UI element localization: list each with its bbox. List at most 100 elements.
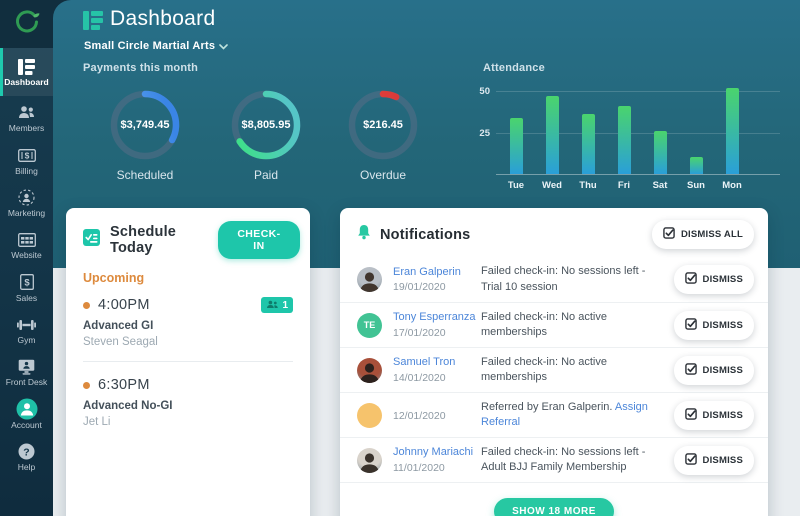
show-more-button[interactable]: SHOW 18 MORE <box>494 498 614 516</box>
sidebar-item-help[interactable]: ? Help <box>0 437 53 477</box>
assign-referral-link[interactable]: Assign Referral <box>481 400 648 428</box>
attendance-count-badge[interactable]: 1 <box>261 297 293 313</box>
upcoming-dot <box>83 381 90 389</box>
sidebar-item-label: Billing <box>15 165 38 176</box>
help-icon: ? <box>18 443 35 460</box>
members-icon <box>18 104 35 121</box>
dismiss-label: DISMISS <box>702 364 743 376</box>
class-instructor: Steven Seagal <box>83 336 158 348</box>
website-icon <box>17 231 36 248</box>
notification-message: Failed check-in: No active memberships <box>481 310 607 338</box>
avatar <box>357 267 382 292</box>
notification-message: Failed check-in: No sessions left - Tria… <box>481 265 646 293</box>
checkbox-check-icon <box>684 407 697 423</box>
member-name-link[interactable]: Eran Galperin <box>393 265 461 278</box>
member-name-link[interactable]: Samuel Tron <box>393 356 456 369</box>
x-tick-label: Mon <box>722 180 742 191</box>
x-tick-label: Wed <box>542 180 562 191</box>
bar-thu[interactable] <box>581 114 595 174</box>
notification-date: 17/01/2020 <box>393 326 446 339</box>
svg-text:$: $ <box>24 278 30 289</box>
schedule-entry: 6:30PM Advanced No-GI Jet Li <box>66 375 310 428</box>
main-content: Dashboard Small Circle Martial Arts Paym… <box>53 0 800 516</box>
notifications-title: Notifications <box>380 226 471 243</box>
bar-sun[interactable] <box>689 157 703 174</box>
member-info: Johnny Mariachi 11/01/2020 <box>393 446 481 474</box>
notification-row: TE Tony Esperranza 17/01/2020 Failed check-… <box>340 302 768 347</box>
checkbox-check-icon <box>684 272 697 287</box>
schedule-card-title: Schedule Today <box>110 224 177 256</box>
checkbox-check-icon <box>684 317 697 333</box>
member-info: 12/01/2020 <box>393 408 481 422</box>
donut-paid: $8,805.95 <box>227 86 305 164</box>
logo-area[interactable] <box>0 0 53 48</box>
checkbox-check-icon <box>684 452 697 468</box>
bar-tue[interactable] <box>509 118 523 174</box>
donut-scheduled: $3,749.45 <box>106 86 184 164</box>
notification-list: Eran Galperin 19/01/2020 Failed check-in: … <box>340 257 768 482</box>
dismiss-label: DISMISS <box>702 319 743 331</box>
bar-mon[interactable] <box>725 88 739 174</box>
org-switcher[interactable]: Small Circle Martial Arts <box>84 37 228 55</box>
dismiss-button[interactable]: DISMISS <box>673 445 754 475</box>
donut-label: Overdue <box>359 168 407 182</box>
bar-wed[interactable] <box>545 96 559 174</box>
attendance-section-title: Attendance <box>483 62 545 74</box>
avatar <box>357 447 382 473</box>
sidebar-item-label: Members <box>8 123 45 134</box>
bar-fri[interactable] <box>617 106 631 174</box>
sidebar-item-account[interactable]: Account <box>0 395 53 435</box>
sidebar-item-front-desk[interactable]: Front Desk <box>0 352 53 392</box>
notification-date: 11/01/2020 <box>393 461 445 474</box>
notification-message: Failed check-in: No active memberships <box>481 355 607 383</box>
donut-label: Paid <box>253 168 279 182</box>
sidebar-item-members[interactable]: Members <box>0 98 53 138</box>
member-name-link[interactable]: Johnny Mariachi <box>393 446 474 459</box>
dashboard-icon <box>18 58 35 75</box>
sidebar-item-label: Marketing <box>7 208 46 219</box>
dismiss-button[interactable]: DISMISS <box>673 265 754 294</box>
avatar <box>357 402 382 428</box>
dismiss-button[interactable]: DISMISS <box>673 355 754 385</box>
sidebar-item-dashboard[interactable]: Dashboard <box>0 48 53 97</box>
sidebar-item-marketing[interactable]: Marketing <box>0 183 53 223</box>
check-in-button[interactable]: CHECK-IN <box>217 221 300 259</box>
sidebar: Dashboard Members $ Billing Marketing Website… <box>0 0 53 516</box>
marketing-icon <box>18 189 35 206</box>
dismiss-label: DISMISS <box>702 454 743 466</box>
dismiss-label: DISMISS <box>702 274 743 285</box>
checklist-icon <box>83 229 100 251</box>
sidebar-item-website[interactable]: Website <box>0 225 53 265</box>
page-title: Dashboard <box>110 7 216 30</box>
schedule-divider <box>83 361 293 362</box>
x-tick-label: Sun <box>687 180 705 191</box>
donut-label: Scheduled <box>116 168 174 182</box>
class-name: Advanced No-GI <box>83 400 173 412</box>
member-name-link[interactable]: Tony Esperranza <box>393 311 476 324</box>
schedule-entry: 4:00PM 1 Advanced GI Steven Seagal <box>66 295 310 348</box>
notification-row: Eran Galperin 19/01/2020 Failed check-in: … <box>340 257 768 302</box>
bar-sat[interactable] <box>653 131 667 174</box>
class-time: 4:00PM <box>98 297 150 313</box>
time-row: 6:30PM <box>83 377 293 393</box>
dismiss-all-label: DISMISS ALL <box>680 229 743 240</box>
sidebar-item-billing[interactable]: $ Billing <box>0 141 53 181</box>
schedule-card-header: Schedule Today CHECK-IN <box>66 208 310 269</box>
sidebar-item-gym[interactable]: Gym <box>0 310 53 350</box>
sidebar-nav: Dashboard Members $ Billing Marketing Website… <box>0 48 53 477</box>
member-info: Tony Esperranza 17/01/2020 <box>393 311 481 339</box>
dismiss-all-button[interactable]: DISMISS ALL <box>651 220 754 249</box>
notifications-header: Notifications DISMISS ALL <box>340 208 768 257</box>
donut-amount: $8,805.95 <box>241 119 291 131</box>
sidebar-item-sales[interactable]: $ Sales <box>0 268 53 308</box>
gridline-50 <box>496 91 780 92</box>
gymdesk-swirl-logo <box>12 7 42 42</box>
payments-section-title: Payments this month <box>83 62 199 74</box>
upcoming-dot <box>83 301 90 309</box>
x-tick-label: Tue <box>507 180 525 191</box>
dismiss-button[interactable]: DISMISS <box>673 400 754 430</box>
account-icon <box>16 398 38 420</box>
notifications-card: Notifications DISMISS ALL Eran Galperin 1… <box>340 208 768 516</box>
svg-text:?: ? <box>23 446 29 458</box>
dismiss-button[interactable]: DISMISS <box>673 310 754 340</box>
